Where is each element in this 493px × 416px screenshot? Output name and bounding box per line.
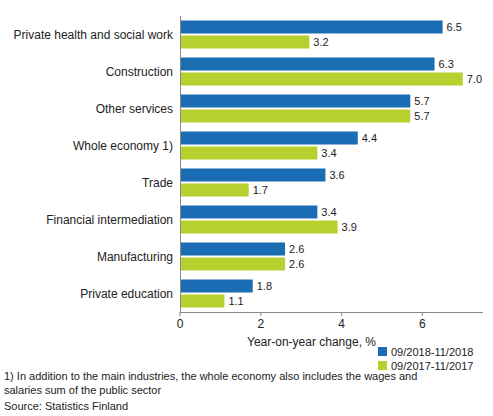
data-label: 5.7 — [414, 110, 429, 122]
source: Source: Statistics Finland — [4, 400, 128, 412]
x-tick — [341, 312, 342, 316]
bar — [180, 73, 463, 86]
bar — [180, 21, 443, 34]
bar — [180, 221, 338, 234]
bar — [180, 58, 435, 71]
legend-swatch — [378, 361, 387, 370]
x-axis-label: Year-on-year change, % — [247, 335, 376, 349]
data-label: 3.4 — [321, 147, 336, 159]
y-axis-line — [180, 16, 181, 312]
x-tick-label: 2 — [257, 317, 264, 331]
category-label: Whole economy 1) — [73, 139, 173, 153]
category-label: Construction — [106, 65, 173, 79]
data-label: 1.7 — [253, 184, 268, 196]
category-label: Private education — [80, 287, 173, 301]
data-label: 3.9 — [342, 221, 357, 233]
x-tick — [422, 312, 423, 316]
category-label: Trade — [142, 176, 173, 190]
data-label: 4.4 — [362, 132, 377, 144]
category-label: Financial intermediation — [46, 213, 173, 227]
bar — [180, 169, 325, 182]
data-label: 3.4 — [321, 206, 336, 218]
footnote: 1) In addition to the main industries, t… — [4, 370, 417, 382]
footnote: salaries sum of the public sector — [4, 384, 161, 396]
data-label: 7.0 — [467, 73, 482, 85]
x-tick — [260, 312, 261, 316]
data-label: 3.2 — [313, 36, 328, 48]
x-tick — [180, 312, 181, 316]
legend: 09/2018-11/201809/2017-11/2017 — [378, 346, 473, 372]
data-label: 2.6 — [289, 243, 304, 255]
bar — [180, 147, 317, 160]
data-label: 6.3 — [439, 58, 454, 70]
category-label: Private health and social work — [14, 28, 174, 42]
data-label: 1.8 — [257, 280, 272, 292]
category-label: Other services — [96, 102, 173, 116]
chart: 6.5 6.3 5.7 4.4 3.6 3.4 2.6 1.8 3.2 7.0 5.7 3.4 1.7 3… — [0, 0, 493, 416]
data-label: 3.6 — [329, 169, 344, 181]
bar — [180, 258, 285, 271]
bar — [180, 110, 410, 123]
bar — [180, 184, 249, 197]
bar — [180, 95, 410, 108]
x-tick-label: 6 — [419, 317, 426, 331]
x-axis-line — [180, 312, 483, 313]
bar — [180, 280, 253, 293]
legend-label: 09/2018-11/2018 — [391, 346, 473, 358]
data-label: 1.1 — [228, 295, 243, 307]
x-tick-label: 0 — [177, 317, 184, 331]
data-labels: 6.5 6.3 5.7 4.4 3.6 3.4 2.6 1.8 3.2 7.0 5.7 3.4 1.7 3… — [228, 21, 482, 307]
x-tick-label: 4 — [338, 317, 345, 331]
category-label: Manufacturing — [97, 250, 173, 264]
bar — [180, 243, 285, 256]
bar — [180, 295, 224, 308]
bar — [180, 206, 317, 219]
bar — [180, 36, 309, 49]
data-label: 2.6 — [289, 258, 304, 270]
data-label: 6.5 — [447, 21, 462, 33]
bar — [180, 132, 358, 145]
data-label: 5.7 — [414, 95, 429, 107]
bars — [180, 21, 463, 308]
legend-swatch — [378, 347, 387, 356]
